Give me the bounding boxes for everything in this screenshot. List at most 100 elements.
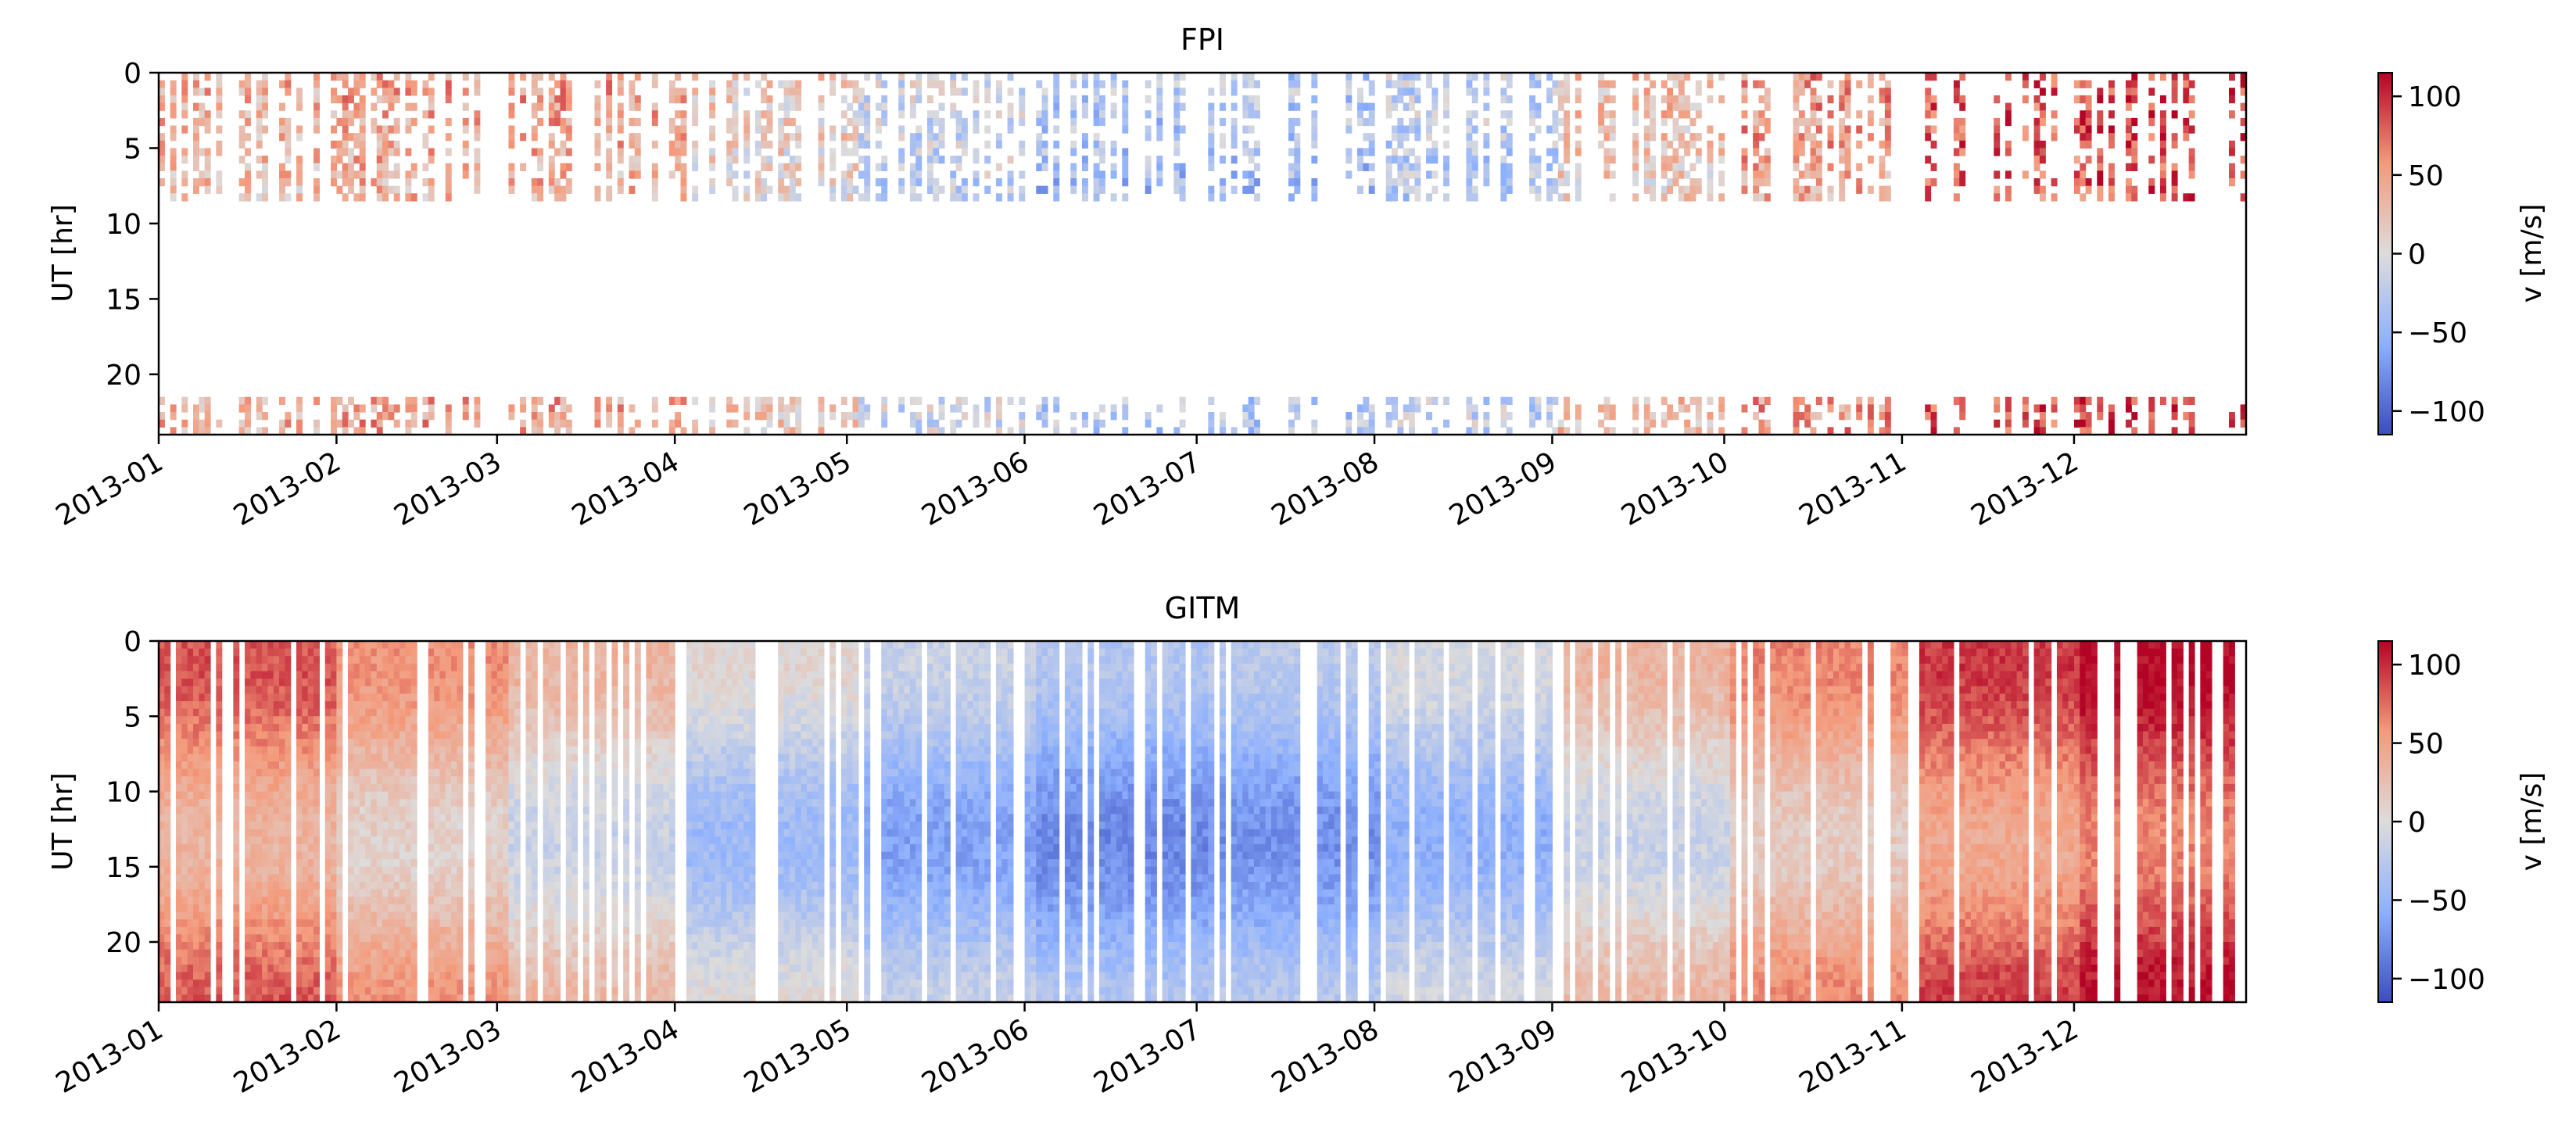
heatmap-cell xyxy=(2073,178,2080,187)
heatmap-cell xyxy=(503,648,510,657)
heatmap-cell xyxy=(336,739,343,747)
heatmap-cell xyxy=(1707,148,1714,156)
heatmap-cell xyxy=(285,783,292,793)
heatmap-cell xyxy=(709,396,716,406)
heatmap-cell xyxy=(238,110,245,119)
heatmap-cell xyxy=(199,419,206,428)
heatmap-cell xyxy=(668,148,675,156)
heatmap-cell xyxy=(410,648,417,657)
heatmap-cell xyxy=(256,799,263,808)
heatmap-cell xyxy=(405,949,412,958)
heatmap-cell xyxy=(1632,140,1639,149)
heatmap-cell xyxy=(428,412,435,421)
heatmap-cell xyxy=(199,889,206,897)
heatmap-cell xyxy=(961,185,968,194)
heatmap-cell xyxy=(818,178,825,187)
heatmap-cell xyxy=(302,889,309,897)
heatmap-cell xyxy=(439,972,446,980)
heatmap-cell xyxy=(359,814,366,822)
heatmap-cell xyxy=(2085,396,2092,406)
heatmap-cell xyxy=(1815,193,1822,202)
heatmap-cell xyxy=(181,148,188,156)
heatmap-cell xyxy=(468,754,475,762)
heatmap-cell xyxy=(1707,412,1714,421)
heatmap-cell xyxy=(468,663,475,672)
heatmap-cell xyxy=(1867,156,1874,164)
heatmap-cell xyxy=(245,829,251,837)
heatmap-cell xyxy=(382,125,389,134)
heatmap-cell xyxy=(1179,396,1186,406)
heatmap-cell xyxy=(1695,102,1702,111)
heatmap-cell xyxy=(508,404,515,413)
heatmap-cell xyxy=(164,882,171,890)
heatmap-cell xyxy=(181,904,188,913)
heatmap-cell xyxy=(382,897,389,905)
heatmap-cell xyxy=(336,934,343,943)
heatmap-cell xyxy=(761,404,768,413)
heatmap-cell xyxy=(434,701,441,710)
heatmap-cell xyxy=(250,761,257,770)
heatmap-cell xyxy=(245,799,251,808)
heatmap-cell xyxy=(187,761,194,770)
heatmap-cell xyxy=(1798,117,1805,127)
heatmap-cell xyxy=(926,170,933,179)
heatmap-cell xyxy=(199,641,206,650)
heatmap-cell xyxy=(1798,88,1805,96)
heatmap-cell xyxy=(2039,140,2046,149)
heatmap-cell xyxy=(302,679,309,687)
heatmap-cell xyxy=(371,693,378,702)
heatmap-cell xyxy=(399,814,407,822)
heatmap-cell xyxy=(617,117,624,127)
heatmap-cell xyxy=(629,133,636,141)
heatmap-cell xyxy=(1827,163,1834,171)
heatmap-cell xyxy=(313,919,320,928)
heatmap-cell xyxy=(353,949,360,958)
heatmap-cell xyxy=(554,419,561,428)
heatmap-cell xyxy=(1856,185,1863,194)
heatmap-cell xyxy=(199,663,206,672)
heatmap-cell xyxy=(955,193,962,202)
heatmap-cell xyxy=(348,979,354,988)
heatmap-cell xyxy=(376,799,383,808)
heatmap-cell xyxy=(548,88,555,96)
y-tick-label: 15 xyxy=(106,284,142,316)
heatmap-cell xyxy=(279,934,285,943)
heatmap-cell xyxy=(1689,185,1696,194)
heatmap-cell xyxy=(1311,156,1318,164)
heatmap-cell xyxy=(353,851,360,860)
heatmap-cell xyxy=(451,949,458,958)
heatmap-cell xyxy=(1368,148,1375,156)
heatmap-cell xyxy=(1598,117,1605,127)
heatmap-cell xyxy=(393,185,400,194)
heatmap-cell xyxy=(324,882,331,890)
heatmap-cell xyxy=(445,761,452,770)
heatmap-cell xyxy=(262,987,268,995)
heatmap-cell xyxy=(1643,88,1650,96)
heatmap-cell xyxy=(875,102,882,111)
heatmap-cell xyxy=(353,806,360,815)
heatmap-cell xyxy=(410,791,417,800)
heatmap-cell xyxy=(256,170,263,179)
heatmap-cell xyxy=(537,396,544,406)
heatmap-cell xyxy=(267,882,274,890)
heatmap-cell xyxy=(1145,125,1152,134)
heatmap-cell xyxy=(485,663,493,672)
heatmap-cell xyxy=(176,641,182,650)
heatmap-cell xyxy=(159,799,165,808)
heatmap-cell xyxy=(1856,396,1863,406)
heatmap-cell xyxy=(193,731,199,740)
heatmap-cell xyxy=(1667,178,1674,187)
heatmap-cell xyxy=(2240,73,2247,81)
heatmap-cell xyxy=(336,859,343,868)
heatmap-cell xyxy=(783,170,790,179)
heatmap-cell xyxy=(245,110,251,119)
heatmap-cell xyxy=(955,404,962,413)
heatmap-cell xyxy=(250,701,257,710)
heatmap-cell xyxy=(1426,396,1433,406)
heatmap-cell xyxy=(1827,95,1834,104)
heatmap-cell xyxy=(606,125,613,134)
heatmap-cell xyxy=(233,897,240,905)
heatmap-cell xyxy=(485,994,493,1003)
heatmap-cell xyxy=(496,701,503,710)
heatmap-cell xyxy=(1053,80,1060,88)
